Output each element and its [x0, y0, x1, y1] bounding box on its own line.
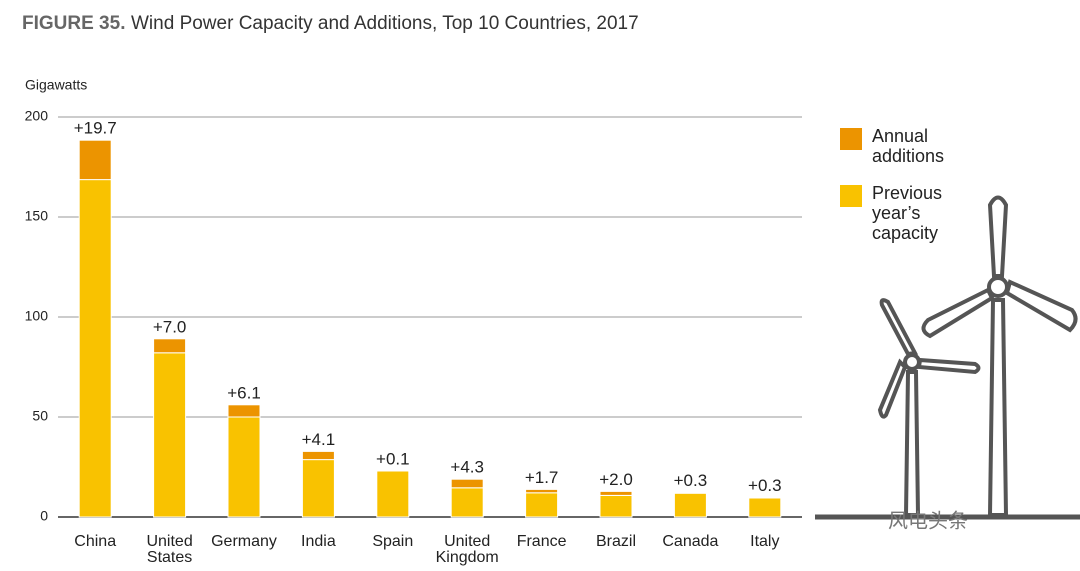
value-label: +0.3	[748, 476, 782, 495]
x-tick-label: Spain	[372, 533, 414, 550]
x-tick-label: United Kingdom	[435, 533, 499, 566]
y-tick-label: 50	[32, 408, 48, 424]
x-tick-label: France	[516, 533, 567, 550]
value-label: +7.0	[153, 317, 187, 336]
y-tick-label: 0	[40, 508, 48, 524]
bar-segment	[153, 338, 187, 354]
bar-segment	[748, 497, 782, 518]
y-tick-label: 100	[25, 308, 49, 324]
bar-segment	[227, 416, 261, 518]
bar-segment	[525, 488, 559, 494]
value-label: +4.1	[302, 430, 336, 449]
x-tick-label: China	[74, 533, 117, 550]
x-tick-label: United States	[146, 533, 193, 566]
bar-segment	[450, 487, 484, 518]
x-tick-label: Canada	[662, 533, 719, 550]
legend-swatch	[840, 185, 862, 207]
x-tick-label: Italy	[750, 533, 780, 550]
value-label: +1.7	[525, 468, 559, 487]
value-label: +19.7	[74, 119, 117, 138]
x-tick-label: India	[301, 533, 336, 550]
value-label: +2.0	[599, 470, 633, 489]
value-label: +4.3	[450, 458, 484, 477]
legend-label: Previous year’s capacity	[872, 183, 943, 243]
y-axis-label: Gigawatts	[25, 77, 87, 93]
bar-segment	[78, 139, 112, 181]
bar-segment	[78, 179, 112, 518]
bar-segment	[599, 494, 633, 518]
value-label: +0.1	[376, 449, 410, 468]
x-tick-label: Brazil	[595, 533, 636, 550]
bar-segment	[748, 496, 782, 499]
x-tick-label: Germany	[211, 533, 277, 550]
value-label: +0.3	[674, 471, 708, 490]
bar-segment	[301, 459, 335, 518]
bar-segment	[227, 404, 261, 418]
chart-title: Wind Power Capacity and Additions, Top 1…	[131, 13, 639, 34]
figure-label: FIGURE 35.	[22, 13, 125, 34]
bar-segment	[673, 492, 707, 518]
bar-segment	[599, 490, 633, 496]
bar-segment	[301, 450, 335, 461]
legend-swatch	[840, 128, 862, 150]
y-tick-label: 150	[25, 208, 49, 224]
bar-segment	[450, 478, 484, 489]
legend-label: Annual additions	[872, 126, 945, 166]
bar-segment	[153, 352, 187, 518]
bar-segment	[673, 492, 707, 494]
bar-segment	[376, 470, 410, 518]
value-label: +6.1	[227, 383, 261, 402]
turbines	[815, 195, 1080, 520]
y-tick-label: 200	[25, 108, 49, 124]
bar-segment	[525, 492, 559, 518]
watermark: 风电头条	[888, 509, 968, 532]
